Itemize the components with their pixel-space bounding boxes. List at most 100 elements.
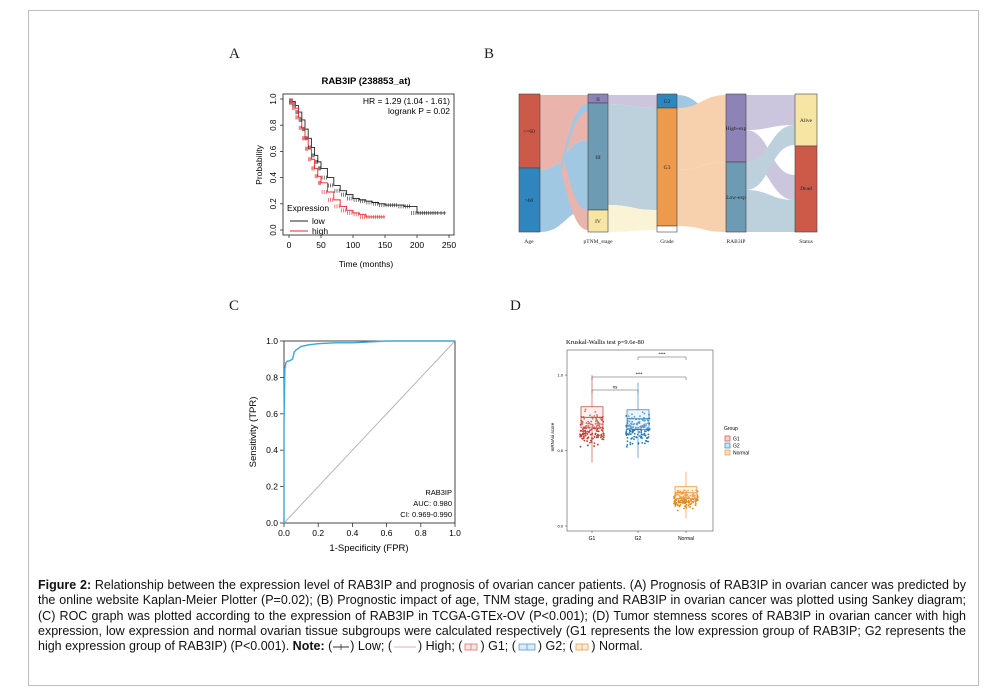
data-point [640, 426, 643, 429]
data-point [601, 435, 604, 438]
sankey-flow [677, 95, 726, 170]
data-point [635, 427, 638, 429]
sankey-flow [746, 125, 795, 190]
data-point [585, 422, 588, 424]
data-point [673, 501, 676, 504]
legend-swatch-G2 [724, 442, 731, 449]
box-legend-title: Group [724, 426, 738, 432]
data-point [593, 445, 596, 447]
sankey-label-le60: <=60 [523, 129, 535, 135]
data-point [580, 435, 583, 438]
data-point [593, 436, 596, 438]
data-point [691, 500, 694, 503]
data-point [629, 441, 632, 444]
data-point [633, 438, 635, 441]
data-point [635, 423, 638, 425]
data-point [684, 493, 686, 496]
data-point [677, 504, 679, 507]
sankey-flow [540, 115, 588, 230]
data-point [683, 507, 685, 510]
data-point [626, 433, 629, 435]
roc-x-tick-label: 0.8 [415, 528, 427, 538]
km-x-tick-label: 200 [410, 240, 424, 250]
data-point [584, 408, 587, 411]
data-point [639, 415, 641, 418]
data-point [632, 425, 635, 428]
data-point [589, 423, 592, 426]
data-point [591, 424, 594, 426]
data-point [631, 442, 634, 445]
note-g1-icon: () [458, 639, 485, 654]
data-point [691, 489, 694, 492]
data-point [673, 497, 675, 500]
panel-label-b: B [484, 46, 495, 62]
data-point [583, 439, 586, 442]
km-y-tick-label: 1.0 [269, 93, 278, 105]
sankey-flow [746, 190, 795, 232]
data-point [690, 502, 693, 504]
data-point [628, 420, 631, 423]
roc-y-tick-label: 0.4 [266, 445, 278, 455]
box-x-tick-label: G2 [635, 536, 642, 542]
data-point [683, 505, 686, 508]
box-x-tick-label: Normal [678, 536, 694, 542]
data-point [596, 443, 599, 446]
sankey-label-low-exp: Low-exp [726, 195, 746, 201]
data-point [602, 427, 605, 430]
data-point [643, 432, 646, 435]
roc-diagonal [283, 340, 456, 524]
roc-y-tick-label: 1.0 [266, 336, 278, 346]
data-point [673, 502, 676, 505]
data-point [625, 432, 627, 435]
data-point [686, 494, 689, 496]
data-point [600, 433, 603, 436]
data-point [629, 430, 632, 433]
data-point [631, 413, 633, 416]
roc-x-tick-label: 0.6 [381, 528, 393, 538]
data-point [640, 435, 643, 438]
sankey-label-stage-iii: III [595, 155, 601, 161]
data-point [682, 496, 685, 498]
data-point [602, 436, 605, 439]
sankey-flow [746, 95, 795, 130]
caption-body: Relationship between the expression leve… [38, 578, 966, 654]
figure-caption: Figure 2: Relationship between the expre… [38, 578, 966, 654]
data-point [645, 424, 647, 427]
km-y-tick-label: 0.2 [269, 198, 278, 210]
km-logrank-annotation: logrank P = 0.02 [388, 106, 450, 116]
data-point [595, 436, 598, 439]
box-plot-box [566, 349, 714, 532]
km-x-tick-label: 100 [346, 240, 360, 250]
data-point [625, 430, 628, 433]
data-point [579, 445, 582, 448]
sankey-flow [540, 95, 588, 170]
roc-y-tick-label: 0.0 [266, 518, 278, 528]
data-point [589, 439, 592, 442]
data-point [646, 437, 649, 439]
data-point [591, 425, 594, 428]
data-point [676, 489, 679, 492]
data-point [584, 434, 587, 437]
box-x-tick-label: G1 [589, 536, 596, 542]
data-point [645, 430, 647, 433]
data-point [630, 422, 632, 425]
data-point [640, 433, 643, 436]
data-point [687, 504, 690, 507]
data-point [684, 494, 687, 497]
data-point [640, 431, 643, 434]
data-point [687, 501, 690, 504]
data-point [641, 442, 644, 444]
data-point [633, 432, 636, 435]
data-point [678, 500, 681, 503]
data-point [687, 489, 690, 492]
data-point [684, 502, 687, 505]
data-point [589, 429, 591, 432]
significance-label: **** [658, 352, 665, 357]
sankey-node-stage-iv [587, 209, 609, 233]
data-point [629, 443, 632, 446]
sankey-label-alive: Alive [800, 118, 813, 124]
data-point [642, 419, 645, 422]
data-point [626, 444, 629, 446]
note-g2: G2; [542, 639, 570, 654]
